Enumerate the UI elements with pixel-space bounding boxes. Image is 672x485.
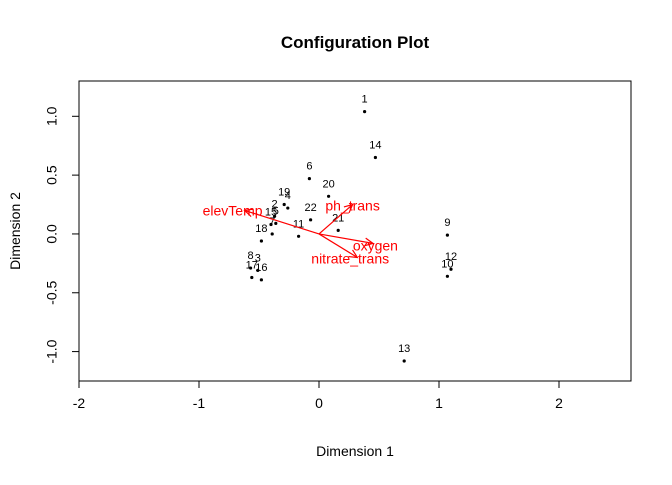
point-label: 8: [248, 250, 254, 262]
plot-frame: [78, 80, 632, 382]
data-point: [307, 177, 311, 181]
x-axis: -2 -1 0 1 2: [73, 380, 563, 411]
vector-arrowhead: [364, 237, 375, 247]
data-point: [249, 266, 253, 270]
data-point: [282, 202, 286, 207]
chart-title: Configuration Plot: [281, 33, 430, 52]
data-point: [273, 214, 277, 218]
x-tick-label: -1: [193, 395, 206, 411]
point-label: 4: [285, 190, 291, 202]
vector-label: ph_trans: [325, 198, 379, 214]
vector-label: nitrate_trans: [311, 251, 389, 267]
vector-arrow: [244, 209, 320, 235]
data-point: [445, 274, 449, 278]
point-label: 18: [255, 223, 267, 235]
x-axis-label: Dimension 1: [316, 443, 394, 459]
y-tick-label: -1.0: [44, 339, 60, 363]
point-label: 9: [444, 217, 450, 229]
vector-arrow: [318, 204, 353, 235]
data-point: [449, 267, 453, 271]
data-point: [274, 221, 278, 225]
vector-label: oxygen: [353, 238, 398, 254]
vector-arrowhead: [348, 249, 359, 259]
vector-arrowhead: [243, 208, 254, 218]
data-point: [327, 194, 331, 198]
vector-arrow: [318, 233, 374, 244]
point-label: 5: [273, 205, 279, 217]
data-point: [270, 232, 274, 236]
data-point: [259, 278, 263, 282]
y-axis: -1.0 -0.5 0.0 0.5 1.0: [44, 106, 80, 364]
data-point: [259, 239, 263, 243]
point-label: 20: [322, 178, 334, 190]
y-tick-label: 0.5: [44, 165, 60, 185]
x-tick-label: 1: [435, 395, 443, 411]
point-label: 15: [265, 207, 277, 219]
y-tick-label: 0.0: [44, 224, 60, 244]
data-point: [286, 206, 290, 210]
data-point: [373, 155, 377, 160]
vector-arrowhead: [343, 203, 354, 214]
data-point: [445, 233, 449, 237]
point-label: 16: [255, 262, 267, 274]
point-label: 11: [293, 218, 304, 230]
data-point: [363, 109, 367, 114]
point-label: 3: [255, 252, 261, 264]
x-tick-label: 2: [555, 395, 563, 411]
point-label: 6: [306, 161, 312, 173]
point-label: 12: [445, 251, 457, 263]
point-label: 22: [304, 202, 316, 214]
point-label: 14: [369, 139, 381, 151]
vector-arrow: [318, 233, 358, 258]
data-point: [297, 234, 301, 238]
data-point: [256, 268, 260, 273]
y-tick-label: 1.0: [44, 106, 60, 126]
point-label: 17: [246, 259, 258, 271]
y-axis-label: Dimension 2: [7, 192, 23, 270]
point-label: 13: [398, 343, 410, 355]
data-point: [309, 218, 313, 222]
point-label: 21: [332, 212, 344, 224]
data-point: [269, 222, 273, 227]
data-point: [402, 359, 406, 363]
point-label: 7: [269, 216, 275, 228]
point-label: 2: [272, 198, 278, 210]
point-label: 1: [362, 94, 368, 106]
x-tick-label: 0: [315, 395, 323, 411]
data-point: [250, 275, 254, 280]
y-tick-label: -0.5: [44, 280, 60, 304]
vector-label: elevTemp: [203, 202, 263, 218]
point-label: 10: [441, 258, 453, 270]
point-label: 19: [278, 187, 290, 199]
x-tick-label: -2: [73, 395, 86, 411]
data-point: [336, 228, 340, 233]
